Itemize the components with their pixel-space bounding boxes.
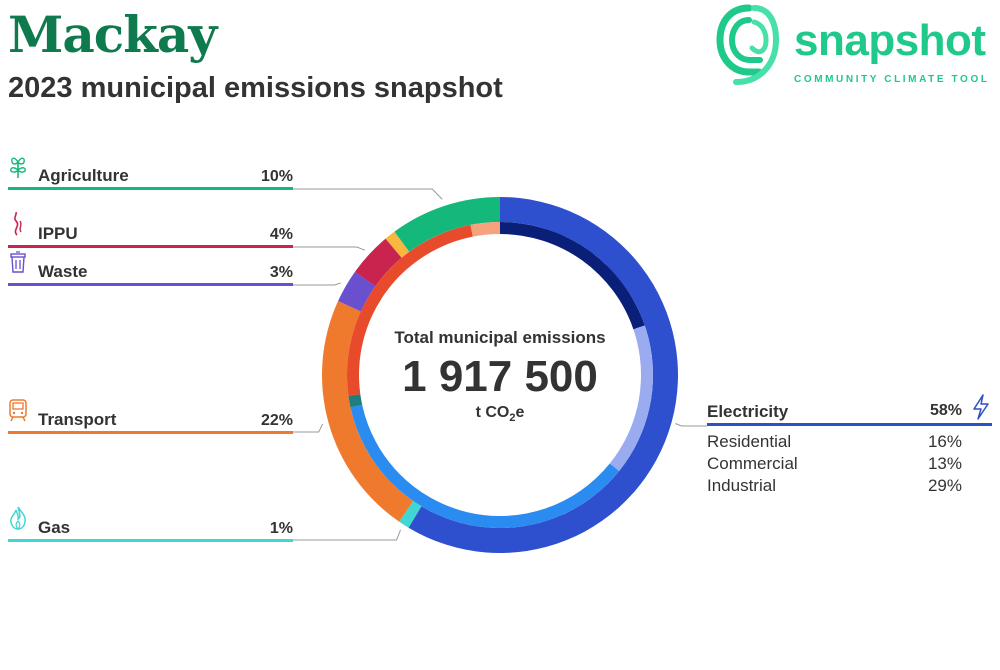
leader-agriculture bbox=[293, 188, 443, 200]
electricity-sub-residential: Residential 16% bbox=[707, 426, 992, 451]
category-underline bbox=[8, 187, 293, 190]
category-percent: 4% bbox=[269, 226, 293, 243]
train-icon bbox=[9, 399, 27, 422]
category-label: Electricity bbox=[707, 402, 789, 421]
leader-electricity bbox=[675, 423, 707, 427]
inner-segment-transport-a- bbox=[347, 224, 473, 396]
category-gas: Gas 1% bbox=[8, 506, 293, 542]
category-underline bbox=[8, 539, 293, 542]
category-waste: Waste 3% bbox=[8, 251, 293, 286]
inner-segment-industrial bbox=[350, 404, 620, 529]
category-label: Gas bbox=[38, 518, 71, 537]
electricity-header: Electricity 58% bbox=[707, 394, 992, 426]
electricity-sub-industrial: Industrial 29% bbox=[707, 470, 992, 495]
category-percent: 1% bbox=[269, 520, 293, 537]
outer-segment-electricity bbox=[408, 197, 678, 553]
category-transport: Transport 22% bbox=[8, 399, 293, 434]
category-underline bbox=[8, 283, 293, 286]
inner-segment-transport-b- bbox=[470, 222, 500, 237]
flame-icon bbox=[10, 506, 26, 530]
logo-tagline: COMMUNITY CLIMATE TOOL bbox=[794, 74, 990, 85]
outer-segment-transport bbox=[322, 301, 414, 522]
leader-gas bbox=[293, 529, 401, 541]
outer-segment-ippu bbox=[355, 238, 402, 287]
leader-waste bbox=[293, 282, 341, 286]
category-label: Transport bbox=[38, 410, 117, 429]
category-label: Agriculture bbox=[38, 166, 129, 185]
sub-percent: 29% bbox=[927, 476, 962, 495]
inner-segment-residential bbox=[500, 222, 645, 330]
sub-label: Residential bbox=[707, 432, 792, 451]
center-unit: t CO2e bbox=[360, 404, 640, 424]
category-agriculture: Agriculture 10% bbox=[8, 157, 293, 190]
center-total-value: 1 917 500 bbox=[402, 352, 598, 401]
leader-ippu bbox=[293, 246, 366, 251]
outer-segment-gas bbox=[399, 501, 422, 528]
lightning-icon bbox=[973, 394, 989, 420]
sub-percent: 13% bbox=[927, 454, 962, 473]
category-underline bbox=[707, 423, 992, 426]
sub-percent: 16% bbox=[927, 432, 962, 451]
unit-suffix: e bbox=[515, 404, 525, 421]
category-electricity: Electricity 58% Residential 16% Commerci… bbox=[707, 394, 992, 495]
category-underline bbox=[8, 431, 293, 434]
spiral-logo-icon bbox=[716, 4, 780, 85]
sprout-icon bbox=[10, 157, 26, 178]
leader-transport bbox=[293, 423, 324, 433]
outer-segment-waste bbox=[338, 271, 376, 312]
category-percent: 22% bbox=[260, 412, 293, 429]
unit-subscript: 2 bbox=[509, 412, 516, 425]
snapshot-logo: snapshot COMMUNITY CLIMATE TOOL bbox=[714, 0, 1000, 90]
center-title: Total municipal emissions bbox=[394, 328, 606, 347]
page-title: Mackay bbox=[8, 5, 217, 64]
category-label: Waste bbox=[38, 262, 88, 281]
category-ippu: IPPU 4% bbox=[8, 212, 293, 248]
category-underline bbox=[8, 245, 293, 248]
sub-label: Industrial bbox=[707, 476, 776, 495]
outer-segment-agriculture bbox=[394, 197, 500, 252]
bin-icon bbox=[10, 251, 26, 273]
unit-prefix: t CO bbox=[475, 404, 510, 421]
logo-wordmark: snapshot bbox=[794, 16, 986, 65]
category-percent: 10% bbox=[260, 168, 293, 185]
inner-segment-gas bbox=[348, 394, 363, 408]
outer-segment-ippu-minor- bbox=[385, 231, 410, 258]
electricity-sub-commercial: Commercial 13% bbox=[707, 448, 992, 473]
category-percent: 58% bbox=[929, 402, 962, 419]
page-subtitle: 2023 municipal emissions snapshot bbox=[8, 72, 503, 104]
smoke-icon bbox=[14, 212, 22, 236]
sub-label: Commercial bbox=[707, 454, 798, 473]
category-percent: 3% bbox=[269, 264, 293, 281]
category-label: IPPU bbox=[38, 224, 78, 243]
inner-segment-commercial bbox=[609, 325, 654, 472]
